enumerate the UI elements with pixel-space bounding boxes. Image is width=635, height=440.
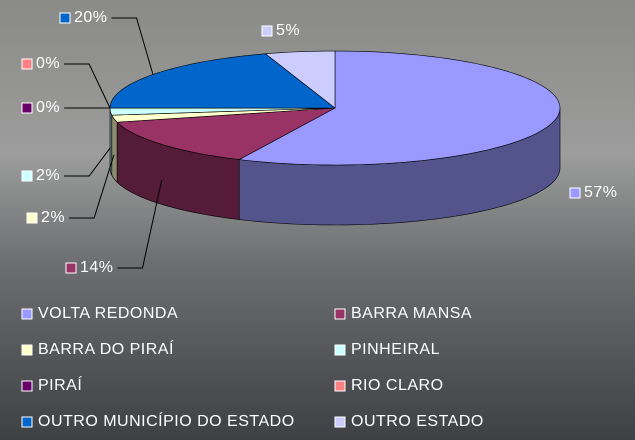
legend-swatch xyxy=(334,308,346,320)
leader-line xyxy=(64,147,111,177)
slice xyxy=(238,50,561,166)
legend-label: BARRA DO PIRAÍ xyxy=(38,339,174,358)
data-label: 2% xyxy=(36,167,60,184)
legend-swatch xyxy=(21,380,33,392)
pie xyxy=(109,50,561,226)
data-label: 20% xyxy=(74,9,108,26)
data-label: 5% xyxy=(276,22,300,39)
legend: VOLTA REDONDA BARRA MANSA BARRA DO PIRAÍ PI… xyxy=(21,305,484,430)
leader-line xyxy=(64,63,111,109)
slice-side xyxy=(111,113,118,183)
legend-swatch xyxy=(21,416,33,428)
data-label: 0% xyxy=(36,99,60,116)
label-swatch xyxy=(59,12,71,24)
legend-label: VOLTA REDONDA xyxy=(38,305,178,322)
legend-label: OUTRO MUNICÍPIO DO ESTADO xyxy=(38,411,295,430)
legend-swatch xyxy=(21,308,33,320)
legend-swatch xyxy=(334,416,346,428)
leader-line xyxy=(111,17,154,75)
legend-label: PINHEIRAL xyxy=(351,341,440,358)
label-swatch xyxy=(26,212,38,224)
legend-label: RIO CLARO xyxy=(351,377,444,394)
leader-line xyxy=(117,180,163,269)
legend-label: OUTRO ESTADO xyxy=(351,413,484,430)
label-swatch xyxy=(261,25,273,37)
legend-label: BARRA MANSA xyxy=(351,305,472,322)
label-swatch xyxy=(21,102,33,114)
label-swatch xyxy=(569,187,581,199)
data-label: 57% xyxy=(584,184,618,201)
legend-swatch xyxy=(334,380,346,392)
data-label: 0% xyxy=(36,55,60,72)
leader-line xyxy=(69,154,115,219)
label-swatch xyxy=(21,58,33,70)
label-swatch xyxy=(65,262,77,274)
data-label: 14% xyxy=(80,259,114,276)
labels: 57% 14% 2% 2% 0% 0% 20% 5% xyxy=(21,9,618,276)
slice xyxy=(264,50,336,109)
slice xyxy=(116,107,336,160)
label-swatch xyxy=(21,170,33,182)
legend-label: PIRAÍ xyxy=(38,375,82,394)
legend-swatch xyxy=(21,344,33,356)
legend-swatch xyxy=(334,344,346,356)
data-label: 2% xyxy=(41,209,65,226)
